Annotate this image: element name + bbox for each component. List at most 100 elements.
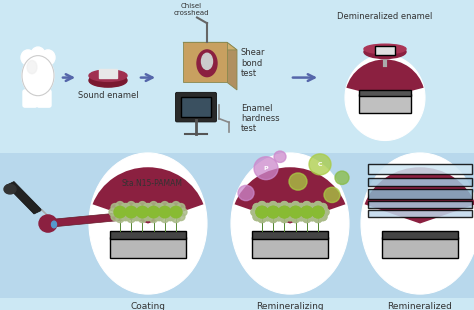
Circle shape: [303, 215, 311, 223]
Text: Coating: Coating: [130, 302, 165, 310]
Text: Shear
bond
test: Shear bond test: [241, 48, 265, 78]
Circle shape: [264, 204, 272, 211]
Circle shape: [301, 206, 313, 218]
Circle shape: [284, 208, 292, 216]
Circle shape: [263, 213, 271, 221]
Circle shape: [312, 206, 324, 218]
Circle shape: [296, 208, 304, 216]
Circle shape: [123, 208, 131, 216]
Circle shape: [122, 213, 130, 221]
Text: Demineralized enamel: Demineralized enamel: [337, 12, 433, 21]
Circle shape: [281, 202, 288, 209]
Ellipse shape: [345, 55, 425, 140]
Circle shape: [297, 213, 305, 221]
Circle shape: [168, 208, 176, 216]
Circle shape: [143, 204, 151, 211]
Circle shape: [287, 213, 295, 221]
Circle shape: [267, 206, 279, 218]
Circle shape: [274, 204, 282, 211]
Circle shape: [292, 202, 300, 209]
Circle shape: [125, 206, 137, 218]
Ellipse shape: [364, 45, 406, 59]
Circle shape: [109, 208, 117, 216]
Circle shape: [310, 208, 318, 216]
Circle shape: [253, 204, 261, 211]
Circle shape: [251, 208, 259, 216]
Circle shape: [177, 213, 185, 221]
Circle shape: [258, 215, 266, 223]
Circle shape: [309, 204, 317, 211]
Circle shape: [319, 213, 327, 221]
Circle shape: [297, 213, 305, 221]
Ellipse shape: [89, 70, 127, 82]
FancyBboxPatch shape: [99, 69, 117, 78]
Circle shape: [287, 204, 295, 211]
Circle shape: [251, 208, 259, 216]
Circle shape: [303, 215, 311, 223]
Circle shape: [150, 215, 157, 223]
Circle shape: [265, 208, 273, 216]
Circle shape: [276, 208, 284, 216]
Circle shape: [122, 204, 130, 211]
Text: Chisel
crosshead: Chisel crosshead: [173, 2, 209, 16]
Circle shape: [177, 204, 185, 211]
FancyBboxPatch shape: [359, 94, 411, 113]
Circle shape: [238, 185, 254, 201]
Circle shape: [263, 204, 271, 211]
FancyBboxPatch shape: [368, 201, 472, 208]
Circle shape: [253, 213, 261, 221]
Circle shape: [138, 215, 146, 223]
Ellipse shape: [27, 60, 37, 74]
Polygon shape: [227, 42, 237, 90]
Circle shape: [145, 213, 153, 221]
Text: Remineralized: Remineralized: [388, 302, 453, 310]
Wedge shape: [365, 167, 474, 224]
Circle shape: [269, 202, 277, 209]
Circle shape: [116, 215, 124, 223]
Circle shape: [145, 204, 153, 211]
Circle shape: [114, 206, 126, 218]
Circle shape: [258, 202, 266, 209]
Circle shape: [309, 204, 317, 211]
Circle shape: [120, 208, 128, 216]
Wedge shape: [92, 167, 203, 224]
Circle shape: [179, 208, 187, 216]
Circle shape: [278, 206, 291, 218]
FancyBboxPatch shape: [23, 90, 37, 107]
Polygon shape: [6, 182, 42, 214]
Circle shape: [258, 215, 266, 223]
Circle shape: [274, 213, 282, 221]
Text: Sta.N15-PAMAM: Sta.N15-PAMAM: [121, 179, 182, 188]
Ellipse shape: [31, 47, 45, 62]
Circle shape: [134, 208, 142, 216]
Circle shape: [297, 204, 305, 211]
Circle shape: [150, 202, 157, 209]
Circle shape: [154, 208, 162, 216]
Circle shape: [262, 208, 270, 216]
Circle shape: [167, 213, 175, 221]
Circle shape: [264, 204, 272, 211]
Circle shape: [309, 213, 317, 221]
Ellipse shape: [39, 215, 57, 232]
Circle shape: [263, 204, 271, 211]
Text: C: C: [318, 162, 322, 167]
Circle shape: [155, 213, 163, 221]
Circle shape: [275, 213, 283, 221]
Circle shape: [290, 206, 301, 218]
Circle shape: [156, 208, 164, 216]
Circle shape: [292, 215, 300, 223]
Circle shape: [312, 206, 324, 218]
Circle shape: [132, 213, 140, 221]
Circle shape: [309, 154, 331, 175]
Circle shape: [285, 204, 293, 211]
Circle shape: [134, 204, 141, 211]
Circle shape: [274, 213, 282, 221]
Circle shape: [155, 204, 163, 211]
Wedge shape: [346, 60, 424, 98]
FancyBboxPatch shape: [382, 237, 458, 258]
Circle shape: [310, 208, 318, 216]
FancyBboxPatch shape: [252, 237, 328, 258]
Circle shape: [262, 208, 270, 216]
Circle shape: [296, 208, 304, 216]
Circle shape: [289, 173, 307, 190]
